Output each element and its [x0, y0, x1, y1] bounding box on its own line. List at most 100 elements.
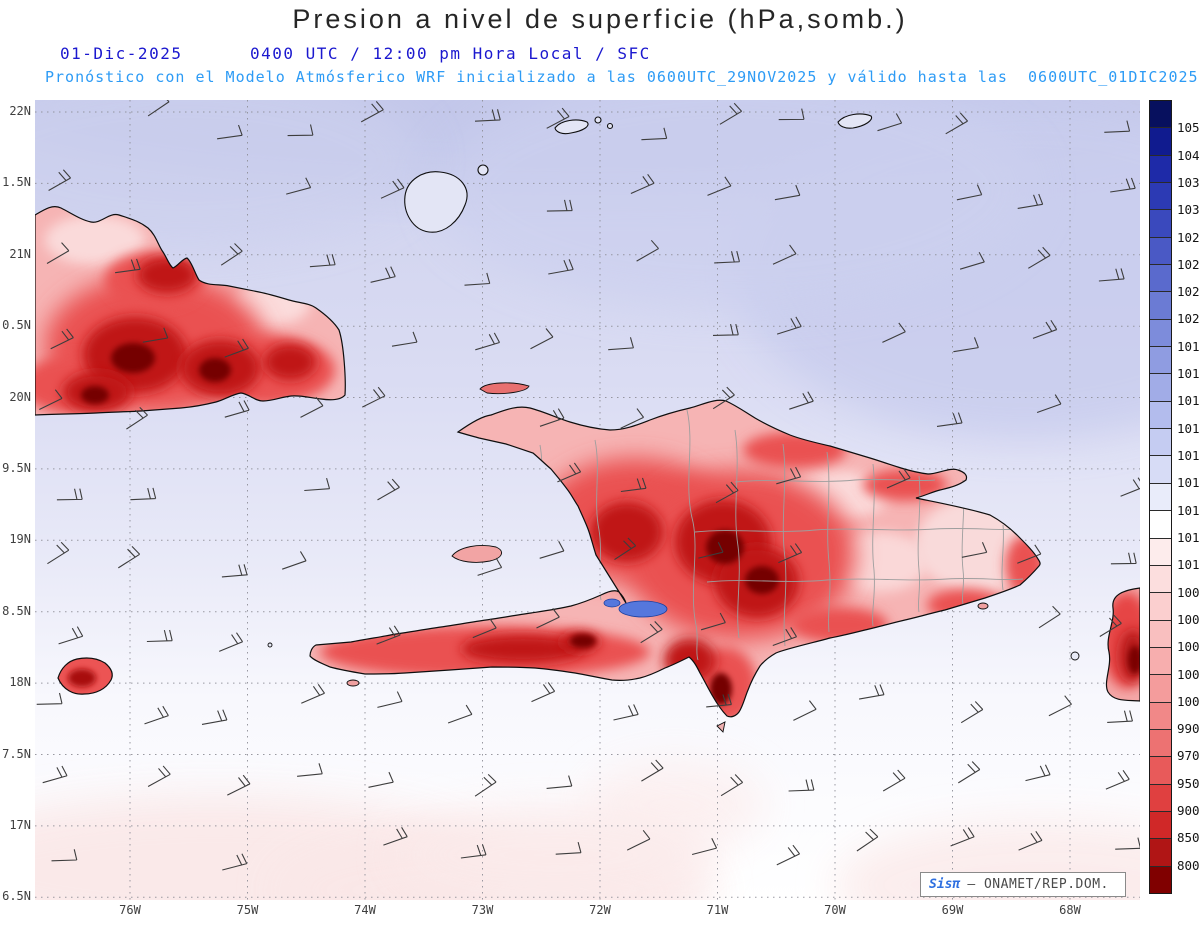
colorbar-tick-label: 1008 — [1177, 584, 1200, 600]
colorbar-cell — [1150, 646, 1171, 675]
colorbar-tick-label: 1019 — [1177, 338, 1200, 354]
lon-axis-label: 70W — [824, 903, 846, 917]
colorbar-tick-label: 1038 — [1177, 174, 1200, 190]
wind-barb — [630, 173, 655, 195]
tortuga-island — [479, 382, 530, 395]
wind-barb — [368, 771, 394, 788]
offshore-islets — [267, 382, 1080, 733]
wind-barb — [220, 243, 243, 266]
wind-barb — [477, 557, 503, 576]
wind-barb — [300, 396, 324, 418]
wind-barb — [555, 841, 582, 855]
colorbar-tick-label: 1050 — [1177, 120, 1200, 136]
wind-barb — [626, 829, 651, 851]
map-svg — [35, 100, 1140, 900]
wind-barb — [778, 543, 803, 564]
wind-barb — [958, 761, 981, 784]
colorbar-tick-label: 1015 — [1177, 448, 1200, 464]
wind-barb — [789, 391, 814, 410]
colorbar-cell — [1150, 674, 1171, 702]
colorbar-cell — [1150, 291, 1171, 319]
wind-barb — [147, 765, 171, 787]
wind-barb — [613, 704, 639, 721]
wind-barb — [641, 127, 668, 141]
wind-barb — [1107, 710, 1133, 723]
wind-barb — [961, 542, 988, 558]
colorbar — [1149, 100, 1172, 894]
gonave-island — [451, 545, 502, 563]
map-canvas: Sisπ — ONAMET/REP.DOM. — [35, 100, 1140, 900]
colorbar-tick-label: 1006 — [1177, 611, 1200, 627]
wind-barb — [936, 412, 963, 427]
wind-barb — [882, 322, 906, 343]
colorbar-cell — [1150, 127, 1171, 155]
map-title: Presion a nivel de superficie (hPa,somb.… — [292, 4, 908, 34]
colorbar-cell — [1150, 510, 1171, 538]
wind-barb — [539, 408, 565, 427]
wind-barb — [1018, 831, 1043, 851]
wind-barb — [715, 481, 739, 504]
wind-barb — [536, 608, 560, 629]
colorbar-tick-label: 1028 — [1177, 229, 1200, 245]
colorbar-tick-label: 1025 — [1177, 256, 1200, 272]
colorbar-cell — [1150, 537, 1171, 565]
colorbar-tick-label: 800 — [1177, 857, 1200, 873]
wind-barb — [47, 541, 70, 565]
wind-barb — [144, 705, 169, 725]
colorbar-cell — [1150, 154, 1171, 183]
ocean-pressure-shading — [35, 100, 1140, 900]
colorbar-cell — [1150, 564, 1171, 593]
wind-barb — [51, 849, 78, 862]
wind-barb — [126, 407, 148, 430]
wind-barb — [118, 546, 141, 569]
colorbar-tick-label: 1012 — [1177, 529, 1200, 545]
colorbar-cell — [1150, 783, 1171, 811]
colorbar-cell — [1150, 838, 1171, 866]
wind-barb — [56, 488, 83, 501]
colorbar-cell — [1150, 619, 1171, 647]
lat-axis-label: 17N — [9, 817, 31, 832]
colorbar-tick-label: 1020 — [1177, 311, 1200, 327]
lat-axis-label: 20N — [9, 389, 31, 404]
wind-barb — [475, 332, 501, 351]
wind-barb — [227, 774, 251, 796]
colorbar-cell — [1150, 455, 1171, 483]
colorbar-tick-label: 990 — [1177, 721, 1200, 737]
wind-barb — [304, 478, 331, 492]
wind-barb — [793, 700, 817, 721]
colorbar-cell — [1150, 592, 1171, 620]
colorbar-tick-label: 1013 — [1177, 502, 1200, 518]
colorbar-tick-label: 1010 — [1177, 557, 1200, 573]
colorbar-cell — [1150, 373, 1171, 401]
wind-barb — [720, 774, 744, 797]
colorbar-tick-label: 1000 — [1177, 693, 1200, 709]
wind-barb — [287, 124, 314, 137]
wind-barb — [960, 701, 984, 724]
wind-barb — [778, 108, 805, 121]
wind-barb — [776, 844, 801, 866]
wind-barb — [620, 408, 645, 429]
colorbar-cell — [1150, 346, 1171, 374]
wind-barb — [309, 254, 336, 268]
wind-barb — [1036, 394, 1062, 414]
lon-axis-label: 69W — [941, 903, 964, 917]
datetime-line: 01-Dic-2025 0400 UTC / 12:00 pm Hora Loc… — [0, 44, 1200, 66]
wind-barb — [1099, 614, 1122, 637]
wind-barb — [1098, 268, 1125, 282]
wind-barb — [146, 629, 173, 643]
wind-barb — [772, 627, 798, 647]
wind-barb — [1105, 769, 1130, 790]
wind-barb — [1104, 120, 1131, 133]
lat-axis-label: 1.5N — [2, 175, 31, 190]
wind-barb — [698, 542, 724, 559]
wind-barb — [217, 124, 243, 140]
colorbar-cell — [1150, 264, 1171, 292]
colorbar-cell — [1150, 428, 1171, 456]
colorbar-cell — [1150, 756, 1171, 784]
lat-axis-label: 21N — [9, 246, 31, 261]
mona-island — [1070, 651, 1080, 661]
colorbar-cell — [1150, 865, 1171, 893]
wind-barb — [282, 551, 307, 570]
wind-barb — [360, 101, 384, 123]
wind-barb — [1017, 193, 1044, 209]
